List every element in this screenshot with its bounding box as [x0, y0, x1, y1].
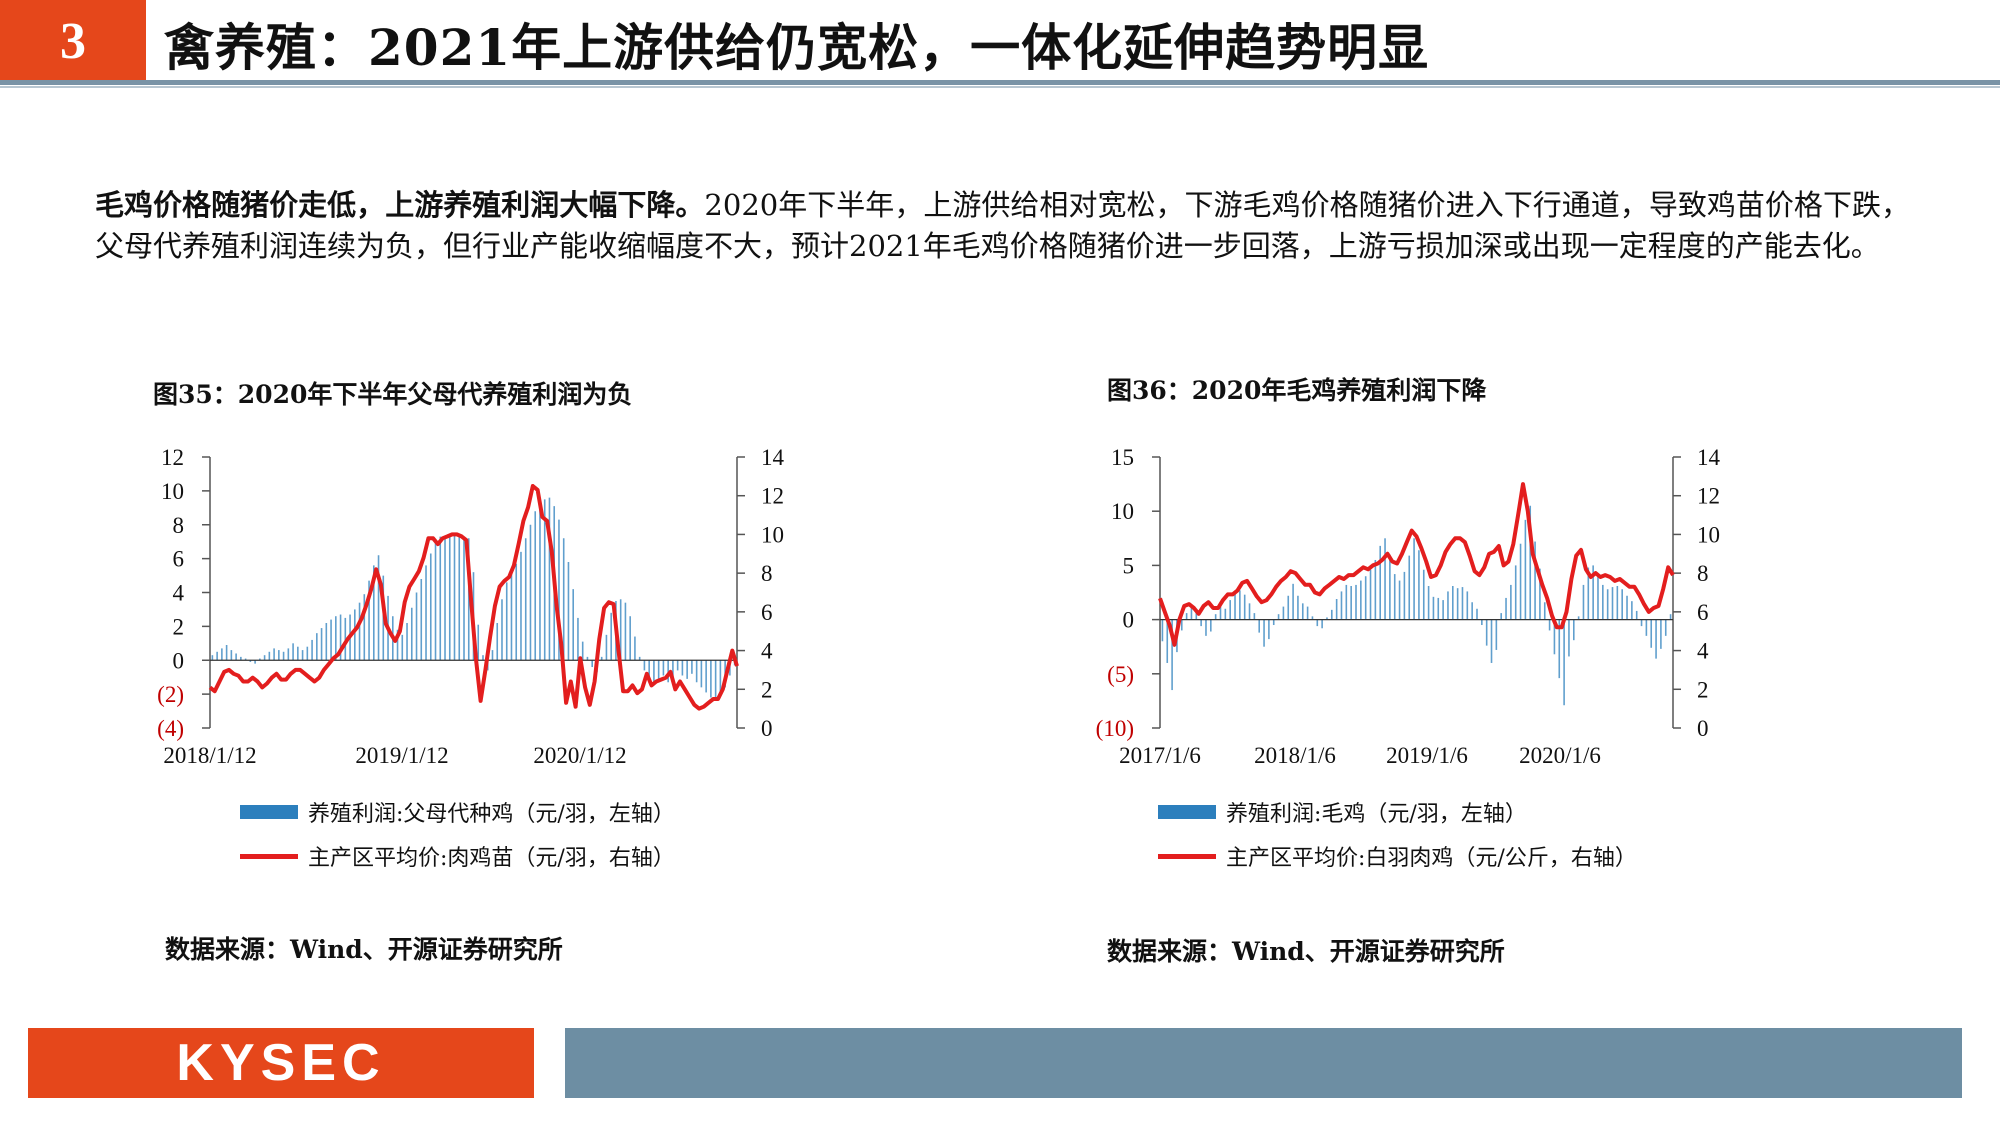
- right-axis-tick-label: 8: [1697, 561, 1709, 586]
- left-axis-tick-label: 0: [173, 648, 185, 673]
- right-axis-tick-label: 12: [1697, 484, 1720, 509]
- legend-line-swatch: [1158, 853, 1216, 859]
- right-axis-tick-label: 8: [761, 561, 773, 586]
- x-axis-tick-label: 2020/1/6: [1519, 743, 1601, 768]
- chart-35-legend-bar: 养殖利润:父母代种鸡（元/羽，左轴）: [240, 796, 675, 828]
- chart-36-plot: (10) (5) 0 5 10 15 0 2 4 6 8 10 12 14 2017/1/6 2018/1/6…: [1096, 445, 1721, 768]
- footer-bar: [565, 1028, 1962, 1098]
- right-axis-tick-label: 0: [1697, 716, 1709, 741]
- left-axis-tick-label: (10): [1096, 716, 1134, 741]
- chart-36-legend-line: 主产区平均价:白羽肉鸡（元/公斤，右轴）: [1158, 840, 1637, 872]
- legend-bar-label: 养殖利润:毛鸡（元/羽，左轴）: [1226, 802, 1527, 827]
- chart-35-legend-line: 主产区平均价:肉鸡苗（元/羽，右轴）: [240, 840, 675, 872]
- right-axis-tick-label: 2: [761, 677, 773, 702]
- right-axis-tick-label: 6: [761, 600, 773, 625]
- x-axis-tick-label: 2018/1/12: [163, 743, 256, 768]
- left-axis-tick-label: 10: [1111, 499, 1134, 524]
- left-axis-tick-label: 12: [161, 445, 184, 470]
- price-line: [1158, 482, 1675, 647]
- legend-bar-swatch: [1158, 805, 1216, 819]
- figure-36-caption: 图36：2020年毛鸡养殖利润下降: [1107, 376, 1487, 405]
- page-title: 禽养殖：2021年上游供给仍宽松，一体化延伸趋势明显: [164, 18, 1430, 77]
- x-axis-tick-label: 2018/1/6: [1254, 743, 1336, 768]
- legend-bar-swatch: [240, 805, 298, 819]
- left-axis-tick-label: (4): [157, 716, 184, 741]
- left-axis-tick-label: 0: [1123, 608, 1135, 633]
- right-axis-tick-label: 14: [761, 445, 785, 470]
- legend-line-swatch: [240, 853, 298, 859]
- right-axis-tick-label: 12: [761, 484, 784, 509]
- left-axis-tick-label: (2): [157, 682, 184, 707]
- right-axis-tick-label: 14: [1697, 445, 1721, 470]
- price-line: [208, 484, 739, 711]
- x-axis-tick-label: 2019/1/6: [1386, 743, 1468, 768]
- right-axis-tick-label: 6: [1697, 600, 1709, 625]
- legend-line-label: 主产区平均价:肉鸡苗（元/羽，右轴）: [308, 846, 675, 871]
- intro-paragraph: 毛鸡价格随猪价走低，上游养殖利润大幅下降。2020年下半年，上游供给相对宽松，下…: [95, 185, 1910, 267]
- right-axis-tick-label: 2: [1697, 677, 1709, 702]
- header-divider-thin: [0, 86, 2000, 88]
- left-axis-tick-label: 15: [1111, 445, 1134, 470]
- left-axis-tick-label: 5: [1123, 553, 1135, 578]
- left-axis-tick-label: 8: [173, 513, 185, 538]
- figure-36-source: 数据来源：Wind、开源证券研究所: [1107, 937, 1505, 966]
- left-axis-tick-label: 4: [173, 581, 185, 606]
- left-axis-tick-label: 6: [173, 547, 185, 572]
- section-number-badge: 3: [0, 0, 146, 82]
- x-axis-tick-label: 2019/1/12: [355, 743, 448, 768]
- x-axis-tick-label: 2017/1/6: [1119, 743, 1201, 768]
- paragraph-lead: 毛鸡价格随猪价走低，上游养殖利润大幅下降。: [95, 188, 705, 222]
- kysec-logo: KYSEC: [176, 1034, 386, 1092]
- right-axis-tick-label: 4: [761, 639, 773, 664]
- legend-bar-label: 养殖利润:父母代种鸡（元/羽，左轴）: [308, 802, 675, 827]
- chart-36-legend-bar: 养殖利润:毛鸡（元/羽，左轴）: [1158, 796, 1527, 828]
- figure-35-source: 数据来源：Wind、开源证券研究所: [165, 935, 563, 964]
- x-axis-tick-label: 2020/1/12: [533, 743, 626, 768]
- right-axis-tick-label: 10: [761, 522, 784, 547]
- header-divider: [0, 80, 2000, 85]
- chart-35-plot: (4) (2) 0 2 4 6 8 10 12 0 2 4 6 8 10 12 14 2018/1/12 2019/…: [157, 445, 784, 768]
- left-axis-tick-label: (5): [1107, 662, 1134, 687]
- right-axis-tick-label: 10: [1697, 522, 1720, 547]
- left-axis-tick-label: 2: [173, 614, 185, 639]
- figure-35-caption: 图35：2020年下半年父母代养殖利润为负: [153, 380, 633, 409]
- footer-brand-block: [28, 1028, 534, 1098]
- right-axis-tick-label: 4: [1697, 639, 1709, 664]
- paragraph-body: 2020年下半年，上游供给相对宽松，下游毛鸡价格随猪价进入下行通道，导致鸡苗价格…: [95, 188, 1910, 263]
- legend-line-label: 主产区平均价:白羽肉鸡（元/公斤，右轴）: [1226, 846, 1637, 871]
- right-axis-tick-label: 0: [761, 716, 773, 741]
- left-axis-tick-label: 10: [161, 479, 184, 504]
